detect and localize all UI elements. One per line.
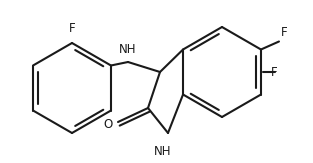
Text: O: O xyxy=(103,119,113,132)
Text: NH: NH xyxy=(154,145,172,158)
Text: F: F xyxy=(281,27,288,39)
Text: NH: NH xyxy=(119,43,137,56)
Text: F: F xyxy=(69,22,75,35)
Text: F: F xyxy=(271,66,278,79)
